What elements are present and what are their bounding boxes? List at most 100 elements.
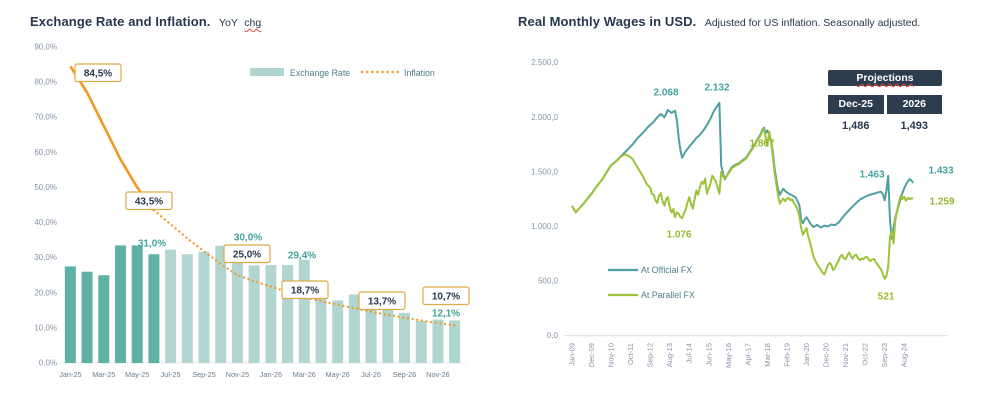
real-wages-panel: Real Monthly Wages in USD. Adjusted for … [500,0,1000,400]
right-xtick-label: Oct-22 [861,343,870,366]
left-xtick-label: Nov-26 [426,370,450,379]
right-ytick-label: 500,0 [538,277,559,286]
left-ytick-label: 90,0% [34,43,57,52]
projections-header: Projections [828,70,942,86]
bar-May-26 [332,300,344,363]
bar-Feb-25 [81,271,93,363]
exchange-inflation-chart: 90,0% 80,0% 70,0% 60,0% 50,0% 40,0% 30,0% 20,0%… [34,43,470,379]
bar-Dec-26 [449,320,461,363]
bar-Mar-26 [298,259,310,363]
data-label: 31,0% [138,239,166,250]
right-ytick-label: 0,0 [547,331,559,340]
projections-columns: Dec-25 2026 [828,95,942,114]
left-xtick-label: Nov-25 [226,370,250,379]
bar-Jan-25 [64,266,76,363]
left-ytick-label: 60,0% [34,148,57,157]
left-chart-header: Exchange Rate and Inflation. YoY chg [30,13,261,31]
right-xtick-label: Aug-24 [900,343,909,367]
callout-box [74,63,122,83]
bar-Jun-26 [348,294,360,363]
left-chart-title: Exchange Rate and Inflation. [30,14,211,29]
right-chart-header: Real Monthly Wages in USD. Adjusted for … [518,13,920,31]
bar-Jul-25 [165,249,177,363]
legend-label: At Official FX [641,265,692,275]
legend-exchange-rate-swatch [250,68,284,76]
projection-value-dec-25: 1,486 [841,120,870,132]
right-xtick-label: Jun-15 [704,343,713,366]
right-xtick-label: Mar-18 [763,343,772,367]
data-label: 25,0% [233,250,261,261]
callout-box [223,244,271,264]
projection-col-dec-25: Dec-25 [828,95,884,114]
left-xtick-label: Jul-26 [361,370,381,379]
left-ytick-label: 80,0% [34,78,57,87]
left-ytick-label: 70,0% [34,113,57,122]
left-xtick-label: Sep-26 [393,370,417,379]
left-xtick-label: May-25 [125,370,149,379]
data-label: 1.463 [859,170,884,181]
bar-Nov-26 [432,319,444,363]
data-label: 521 [878,292,895,303]
callout-box [125,191,173,211]
bar-Aug-25 [181,254,193,363]
right-xtick-label: Jan-09 [568,343,577,366]
right-chart-subtitle: Adjusted for US inflation. Seasonally ad… [704,17,921,29]
left-xtick-label: Sep-25 [192,370,216,379]
real-wages-chart: 2.500,0 2.000,0 1.500,0 1.000,0 500,0 0,0 Jan-… [531,58,955,368]
projections-table: Projections Dec-25 2026 1,486 1,493 [828,70,942,134]
bar-Apr-25 [114,245,126,363]
callout-box [358,291,406,311]
right-xtick-label: Nov-21 [841,343,850,367]
right-xtick-label: Jul-14 [685,343,694,363]
bar-Jul-26 [365,306,377,363]
legend-inflation-label: Inflation [404,68,435,78]
data-label: 1.076 [666,230,691,241]
left-xtick-label: Jan-25 [59,370,81,379]
right-ytick-label: 2.500,0 [531,58,558,67]
right-xtick-label: Nov-10 [607,343,616,367]
bar-Oct-26 [415,320,427,363]
bar-Sep-25 [198,251,210,363]
callout-box [281,280,329,300]
legend-label: At Parallel FX [641,290,695,300]
left-xtick-label: Mar-25 [92,370,115,379]
left-ytick-label: 20,0% [34,288,57,297]
right-xtick-label: Apr-17 [743,343,752,366]
bar-Apr-26 [315,295,327,363]
data-label: 2.132 [704,83,729,94]
data-label: 12,1% [432,309,460,320]
exchange-inflation-panel: Exchange Rate and Inflation. YoY chg 90,… [30,13,470,379]
data-label: 29,4% [288,251,316,262]
data-label: 84,5% [84,69,112,80]
bar-Jun-25 [148,254,160,363]
data-label: 1.259 [929,197,954,208]
bar-Nov-25 [231,257,243,363]
right-ytick-label: 1.000,0 [531,222,558,231]
bar-Feb-26 [282,265,294,363]
right-xtick-label: Sep-23 [880,343,889,367]
data-label: 30,0% [234,233,262,244]
left-chart-subtitle-flagged: chg [244,17,262,29]
data-label: 2.068 [653,88,678,99]
projection-col-2026: 2026 [886,95,942,114]
bar-Sep-26 [399,312,411,363]
right-xtick-label: Sep-12 [646,343,655,367]
data-label: 18,7% [291,286,319,297]
right-xtick-label: Jan-20 [802,343,811,366]
left-ytick-label: 30,0% [34,253,57,262]
legend-exchange-rate-label: Exchange Rate [290,68,350,78]
bar-Oct-25 [215,245,227,363]
right-ytick-label: 2.000,0 [531,113,558,122]
projections-values: 1,486 1,493 [828,114,942,134]
right-xtick-label: Dec-09 [587,343,596,367]
left-ytick-label: 10,0% [34,323,57,332]
projection-value-2026: 1,493 [900,120,929,132]
inflation-line-forecast [152,209,456,327]
bar-May-25 [131,245,143,363]
data-label: 1.433 [928,166,953,177]
right-xtick-label: Oct-11 [626,343,635,365]
projections-header-label: Projections [856,72,914,84]
left-chart-subtitle: YoY [218,17,238,29]
right-xtick-label: Feb-19 [782,343,791,367]
